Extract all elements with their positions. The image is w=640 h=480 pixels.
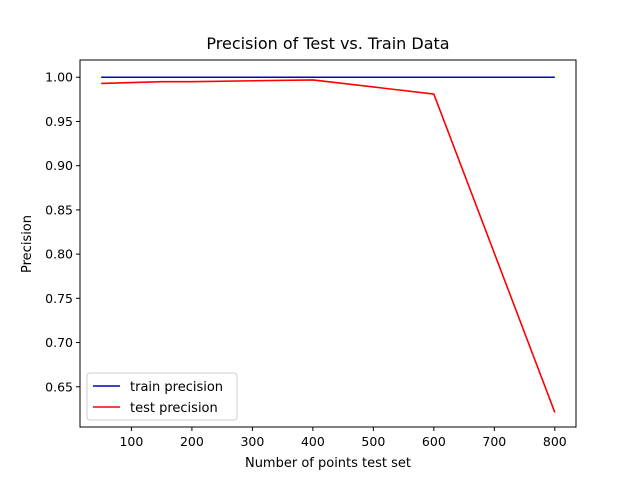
y-axis-label: Precision xyxy=(20,215,35,273)
legend-label: test precision xyxy=(130,401,218,416)
legend-label: train precision xyxy=(130,380,223,395)
y-tick-label: 0.85 xyxy=(45,202,73,217)
x-tick-label: 800 xyxy=(543,434,567,449)
y-tick-label: 0.80 xyxy=(45,247,73,262)
y-tick-label: 0.90 xyxy=(45,158,73,173)
x-tick-label: 400 xyxy=(301,434,325,449)
x-tick-label: 600 xyxy=(422,434,446,449)
y-tick-label: 1.00 xyxy=(45,70,73,85)
plot-area xyxy=(79,59,577,428)
series-group xyxy=(101,76,556,413)
chart-title: Precision of Test vs. Train Data xyxy=(206,34,449,53)
y-tick-label: 0.95 xyxy=(45,114,73,129)
y-tick-label: 0.75 xyxy=(45,291,73,306)
y-axis: 0.65 0.70 0.75 0.80 0.85 0.90 0.95 1.00 xyxy=(45,70,80,394)
legend: train precision test precision xyxy=(86,372,238,421)
x-tick-label: 300 xyxy=(240,434,264,449)
x-tick-label: 200 xyxy=(180,434,204,449)
x-axis: 100 200 300 400 500 600 700 800 xyxy=(119,427,567,449)
y-tick-label: 0.70 xyxy=(45,335,73,350)
legend-box xyxy=(86,372,238,421)
x-tick-label: 500 xyxy=(361,434,385,449)
x-tick-label: 100 xyxy=(119,434,143,449)
series-line-1 xyxy=(101,79,556,413)
axes-frame xyxy=(79,59,577,428)
y-tick-label: 0.65 xyxy=(45,379,73,394)
x-axis-label: Number of points test set xyxy=(245,456,411,471)
x-tick-label: 700 xyxy=(482,434,506,449)
